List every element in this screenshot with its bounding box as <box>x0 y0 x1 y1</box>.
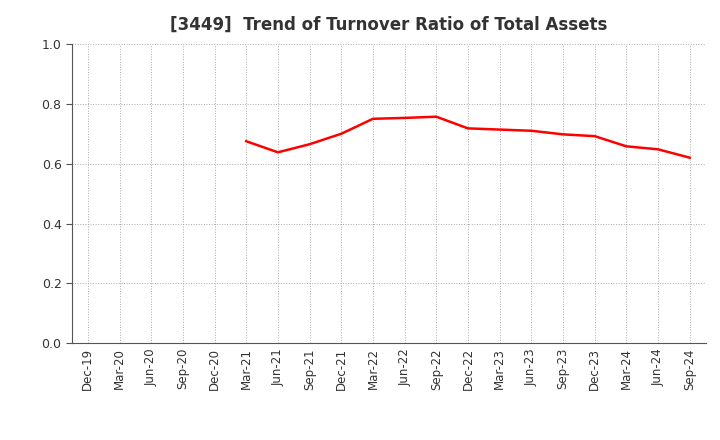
Title: [3449]  Trend of Turnover Ratio of Total Assets: [3449] Trend of Turnover Ratio of Total … <box>170 16 608 34</box>
